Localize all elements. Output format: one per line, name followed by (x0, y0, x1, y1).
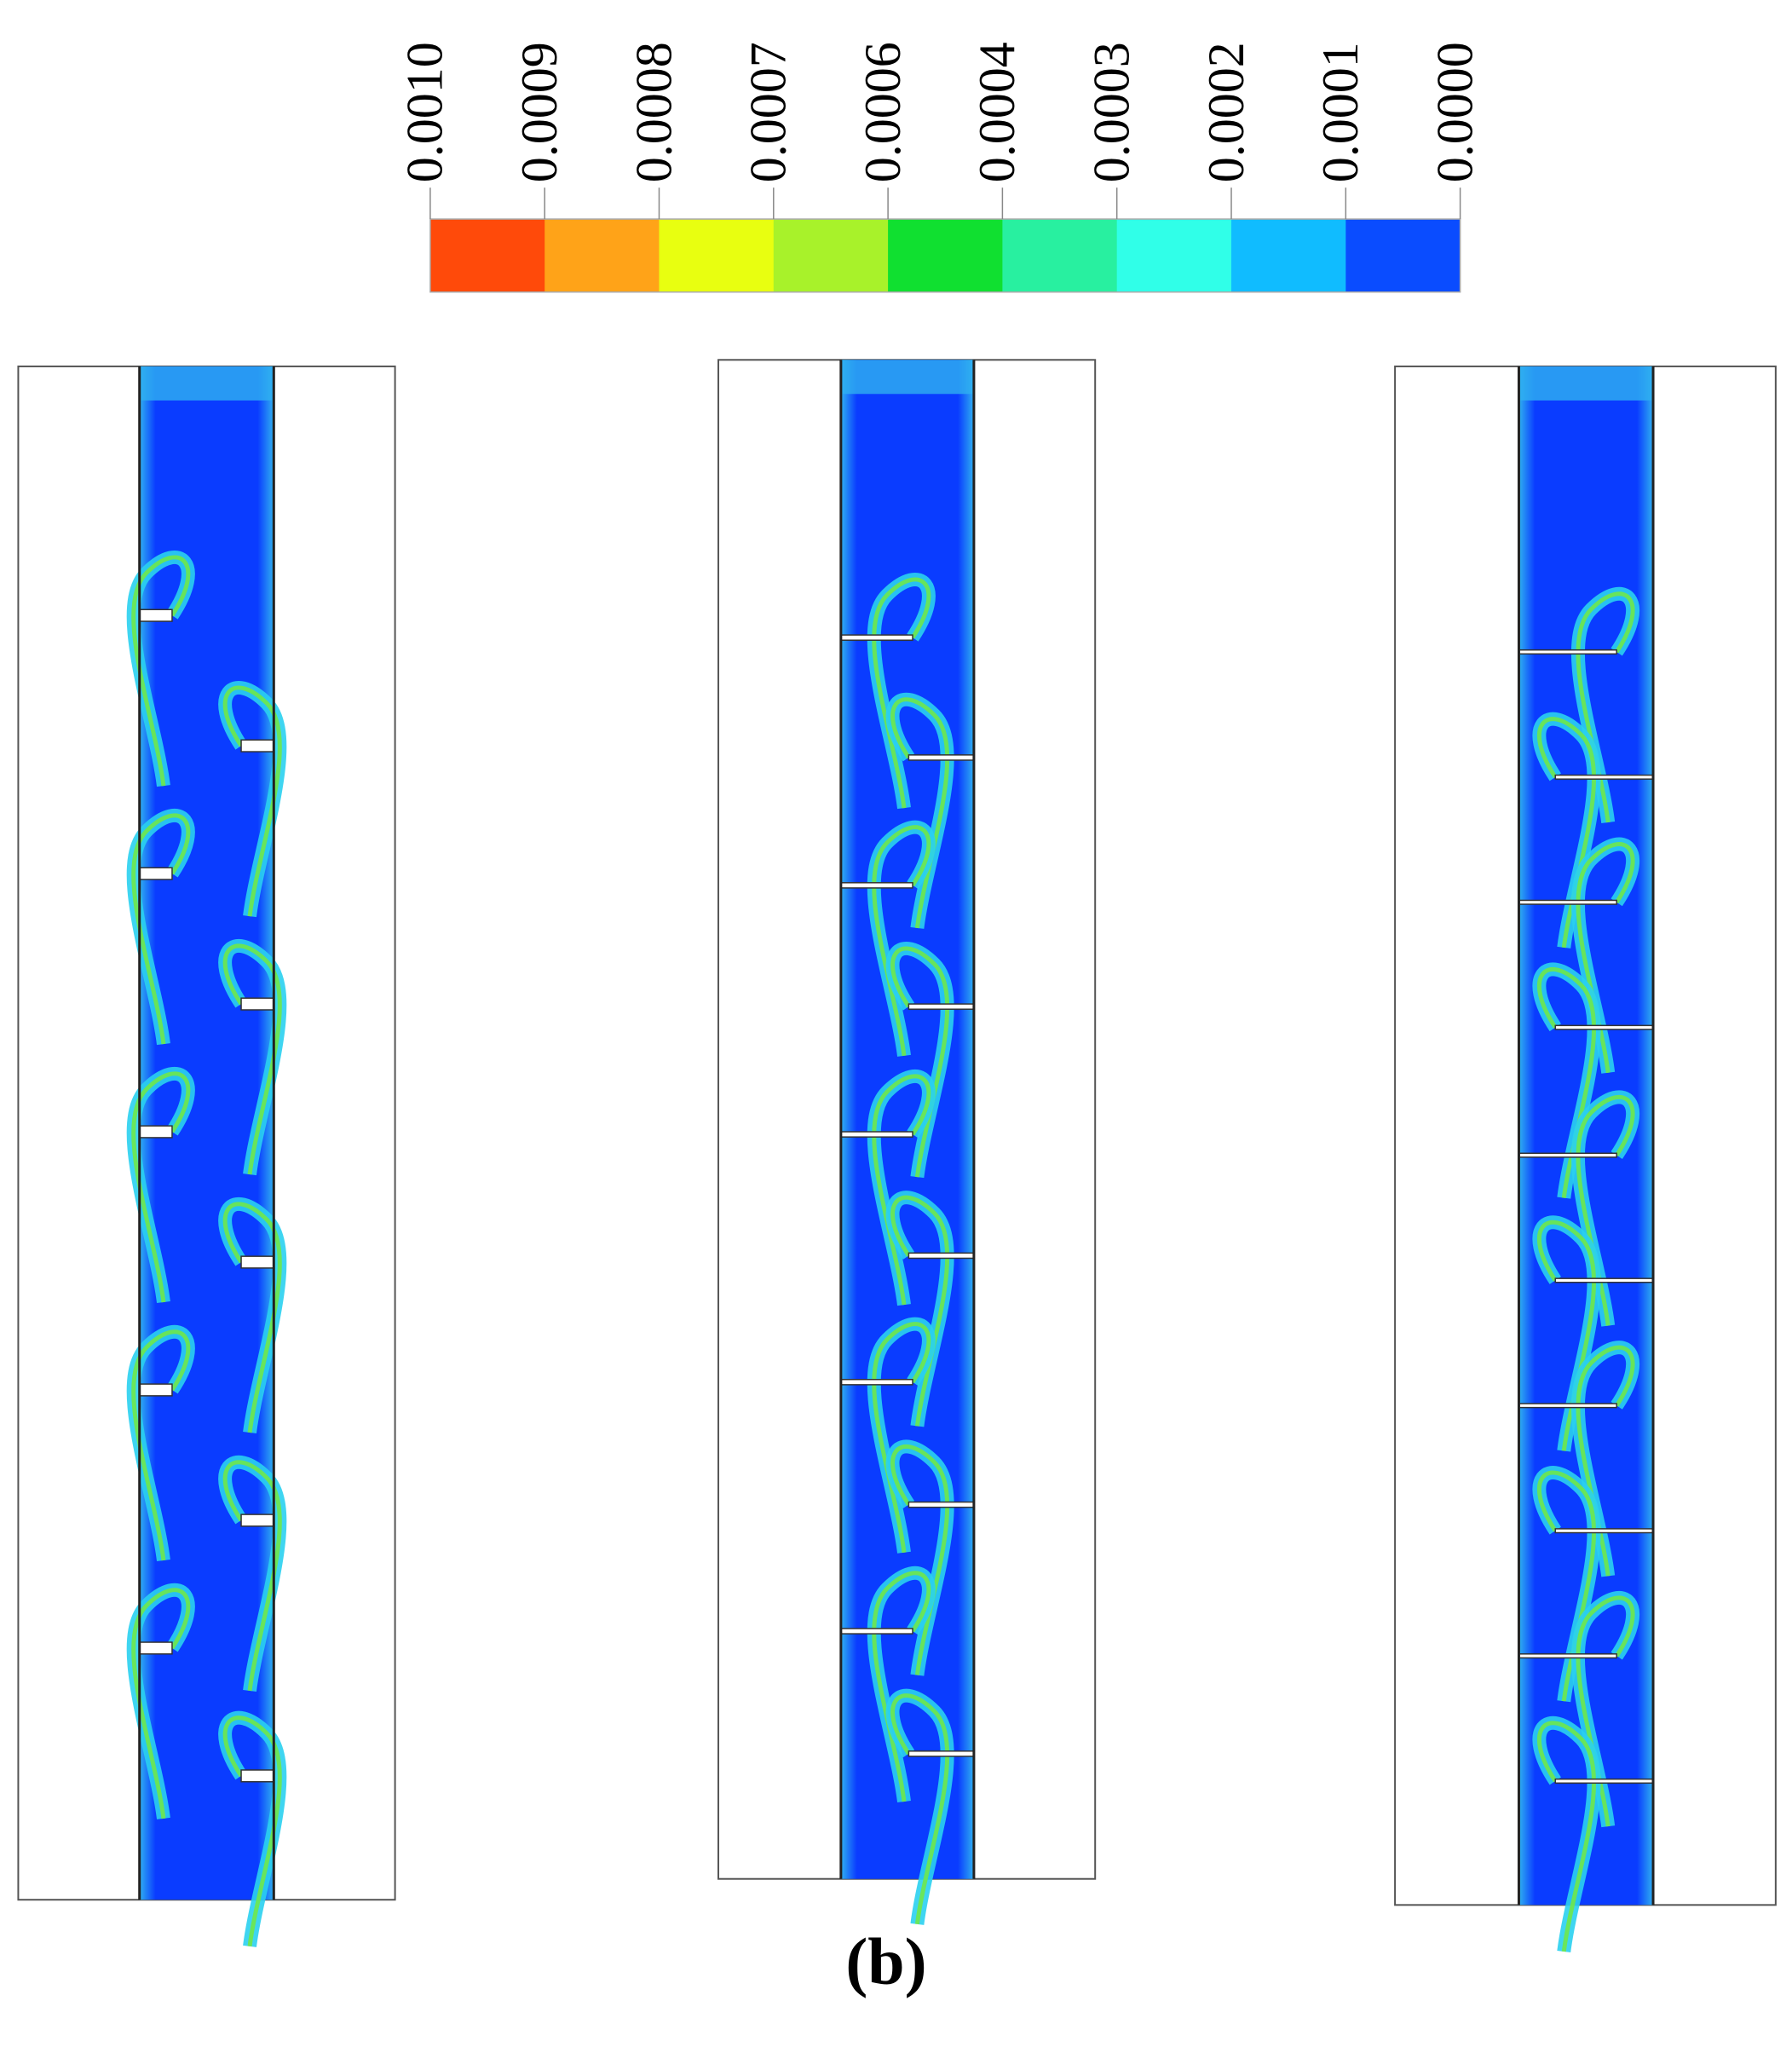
vortex-inner (890, 1693, 950, 1925)
vortex-inner (222, 685, 282, 917)
colorbar-segment (1002, 219, 1118, 292)
inlet-band (139, 366, 274, 401)
baffle (240, 739, 275, 752)
colorbar-label: 0.0006 (855, 42, 911, 182)
vortex-inner (222, 1715, 282, 1947)
baffle (138, 1125, 173, 1139)
colorbar-frame (429, 218, 1461, 293)
baffle (908, 1003, 975, 1010)
vortex-inner (131, 813, 191, 1045)
vortex-inner (222, 1202, 282, 1433)
baffle (840, 1378, 913, 1386)
colorbar-label: 0.0001 (1312, 42, 1368, 182)
vortex-inner (131, 1329, 191, 1561)
baffle (840, 634, 913, 641)
colorbar-segment (429, 219, 545, 292)
colorbar-label: 0.0004 (969, 42, 1025, 182)
baffle (1518, 1403, 1617, 1409)
baffle (240, 1769, 275, 1783)
vortex-inner (222, 943, 282, 1175)
baffle (840, 882, 913, 889)
colorbar-label: 0.0000 (1426, 42, 1483, 182)
vortex-inner (872, 825, 931, 1057)
baffle (240, 997, 275, 1011)
contour-panel (1394, 365, 1777, 1952)
baffle (1554, 1778, 1654, 1785)
vortex-inner (1536, 1721, 1597, 1952)
baffle (1554, 1277, 1654, 1283)
baffle (1518, 1152, 1617, 1158)
colorbar-segment (1231, 219, 1346, 292)
vortex-inner (222, 1460, 282, 1692)
vortex-inner (131, 555, 191, 787)
baffle (240, 1514, 275, 1527)
baffle (1518, 899, 1617, 905)
baffle (1554, 1528, 1654, 1534)
baffle (1554, 1024, 1654, 1030)
colorbar-segment (545, 219, 660, 292)
baffle (138, 867, 173, 880)
baffle (138, 1383, 173, 1397)
baffle (908, 754, 975, 761)
contour-panel (17, 365, 396, 1947)
caption: (b) (845, 1924, 926, 1998)
colorbar-segment (659, 219, 775, 292)
baffle (908, 1252, 975, 1260)
channel-field (840, 360, 974, 1879)
inlet-band (1518, 366, 1654, 401)
colorbar-segment (773, 219, 889, 292)
inlet-band (840, 360, 974, 395)
baffle (1518, 649, 1617, 655)
baffle (908, 1750, 975, 1757)
vortex-inner (872, 1074, 931, 1306)
colorbar-label: 0.0009 (511, 42, 568, 182)
vortex-inner (131, 1071, 191, 1303)
vortex-inner (872, 1571, 931, 1802)
colorbar-label: 0.0003 (1083, 42, 1139, 182)
baffle (240, 1255, 275, 1269)
vortex-inner (872, 1322, 931, 1554)
baffle (1554, 774, 1654, 780)
colorbar-segment (1345, 219, 1461, 292)
baffle (138, 608, 173, 622)
colorbar-label: 0.0010 (397, 42, 453, 182)
baffle (908, 1501, 975, 1508)
colorbar-segment (1116, 219, 1232, 292)
contour-panel (717, 359, 1097, 1925)
baffle (1518, 1653, 1617, 1659)
colorbar-label: 0.0007 (740, 42, 797, 182)
colorbar-segment (888, 219, 1003, 292)
baffle (840, 1628, 913, 1635)
colorbar-label: 0.0002 (1198, 42, 1254, 182)
baffle (138, 1641, 173, 1655)
colorbar-label: 0.0008 (625, 42, 682, 182)
baffle (840, 1131, 913, 1138)
vortex-inner (872, 577, 931, 809)
vortex-inner (131, 1588, 191, 1819)
